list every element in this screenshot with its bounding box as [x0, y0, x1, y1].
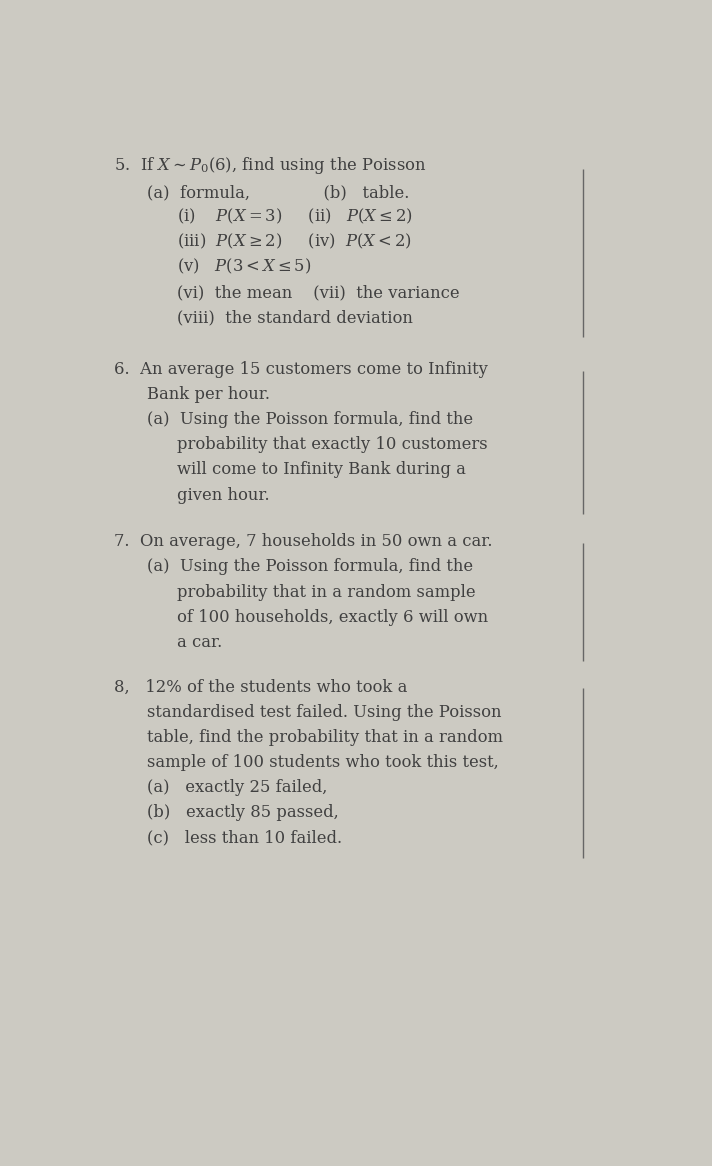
Text: 7.  On average, 7 households in 50 own a car.: 7. On average, 7 households in 50 own a …: [114, 533, 492, 550]
Text: probability that exactly 10 customers: probability that exactly 10 customers: [177, 436, 488, 454]
Text: (a)  Using the Poisson formula, find the: (a) Using the Poisson formula, find the: [147, 559, 473, 575]
Text: (viii)  the standard deviation: (viii) the standard deviation: [177, 310, 413, 326]
Text: given hour.: given hour.: [177, 486, 270, 504]
Text: (v)   $P(3 < X \leq 5)$: (v) $P(3 < X \leq 5)$: [177, 258, 312, 276]
Text: (b)   exactly 85 passed,: (b) exactly 85 passed,: [147, 805, 339, 821]
Text: a car.: a car.: [177, 634, 223, 651]
Text: (i)    $P(X=3)$     (ii)   $P(X \leq 2)$: (i) $P(X=3)$ (ii) $P(X \leq 2)$: [177, 206, 414, 226]
Text: of 100 households, exactly 6 will own: of 100 households, exactly 6 will own: [177, 609, 488, 626]
Text: 5.  If $X \sim P_0(6)$, find using the Poisson: 5. If $X \sim P_0(6)$, find using the Po…: [114, 155, 426, 176]
Text: sample of 100 students who took this test,: sample of 100 students who took this tes…: [147, 754, 498, 771]
Text: Bank per hour.: Bank per hour.: [147, 386, 270, 403]
Text: standardised test failed. Using the Poisson: standardised test failed. Using the Pois…: [147, 704, 501, 721]
Text: 8,   12% of the students who took a: 8, 12% of the students who took a: [114, 679, 407, 696]
Text: (iii)  $P(X \geq 2)$     (iv)  $P(X < 2)$: (iii) $P(X \geq 2)$ (iv) $P(X < 2)$: [177, 232, 412, 251]
Text: will come to Infinity Bank during a: will come to Infinity Bank during a: [177, 462, 466, 478]
Text: (vi)  the mean    (vii)  the variance: (vi) the mean (vii) the variance: [177, 285, 460, 302]
Text: table, find the probability that in a random: table, find the probability that in a ra…: [147, 729, 503, 746]
Text: 6.  An average 15 customers come to Infinity: 6. An average 15 customers come to Infin…: [114, 360, 488, 378]
Text: (a)  formula,              (b)   table.: (a) formula, (b) table.: [147, 184, 409, 201]
Text: (a)   exactly 25 failed,: (a) exactly 25 failed,: [147, 779, 328, 796]
Text: (c)   less than 10 failed.: (c) less than 10 failed.: [147, 829, 342, 847]
Text: probability that in a random sample: probability that in a random sample: [177, 583, 476, 600]
Text: (a)  Using the Poisson formula, find the: (a) Using the Poisson formula, find the: [147, 412, 473, 428]
